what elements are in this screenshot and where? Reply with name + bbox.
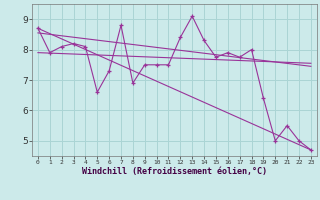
X-axis label: Windchill (Refroidissement éolien,°C): Windchill (Refroidissement éolien,°C) xyxy=(82,167,267,176)
